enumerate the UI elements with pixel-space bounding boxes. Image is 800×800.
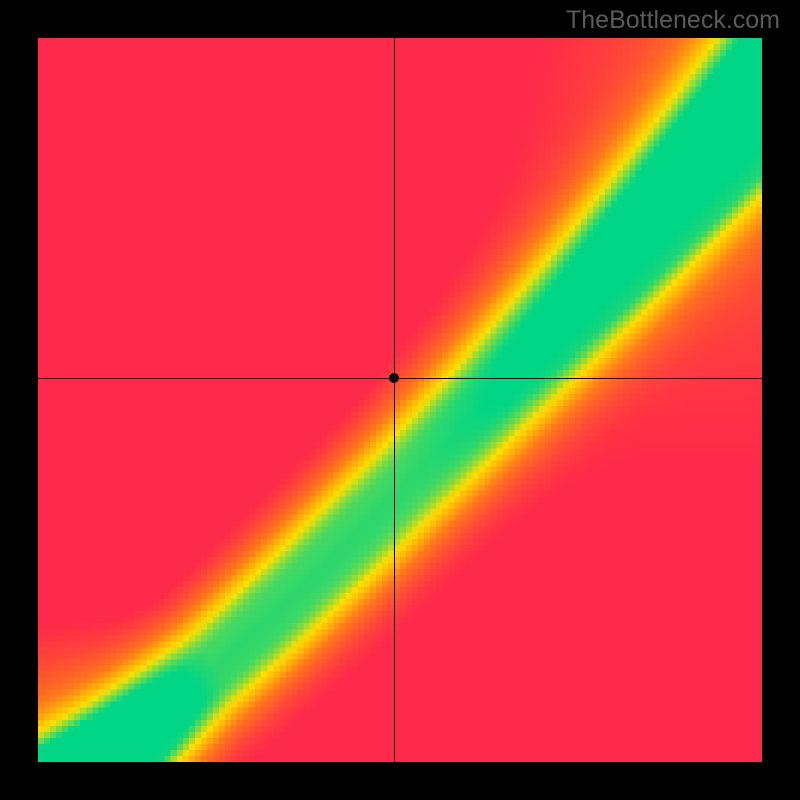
crosshair-horizontal — [38, 378, 762, 379]
crosshair-vertical — [394, 38, 395, 762]
heatmap-plot-area — [38, 38, 762, 762]
heatmap-canvas — [38, 38, 762, 762]
crosshair-marker — [389, 373, 399, 383]
watermark-text: TheBottleneck.com — [566, 6, 780, 35]
